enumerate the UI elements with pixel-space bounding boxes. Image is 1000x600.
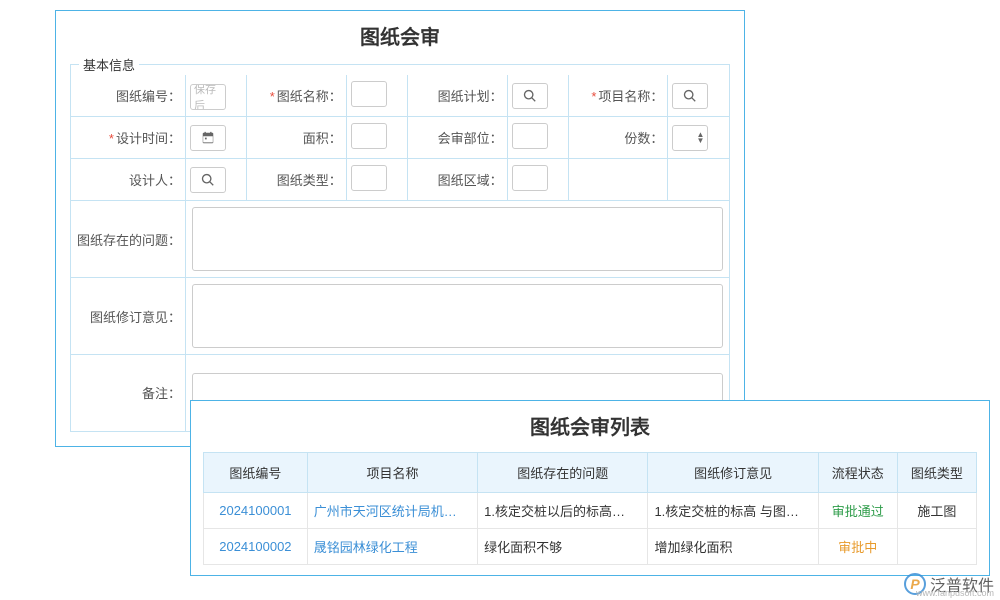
label-review-part: 会审部位： — [407, 117, 507, 159]
cell-project[interactable]: 晟铭园林绿化工程 — [307, 529, 477, 565]
textarea-problems[interactable] — [192, 207, 723, 271]
cell-code[interactable]: 2024100001 — [204, 493, 308, 529]
label-plan: 图纸计划： — [407, 75, 507, 117]
input-designer[interactable] — [190, 167, 226, 193]
cell-status: 审批通过 — [818, 493, 897, 529]
cell-problem: 1.核定交桩以后的标高… — [478, 493, 648, 529]
search-icon — [201, 173, 215, 187]
data-table: 图纸编号 项目名称 图纸存在的问题 图纸修订意见 流程状态 图纸类型 20241… — [203, 452, 977, 565]
input-review-part[interactable] — [512, 123, 548, 149]
cell-type — [897, 529, 976, 565]
col-project[interactable]: 项目名称 — [307, 453, 477, 493]
col-type[interactable]: 图纸类型 — [897, 453, 976, 493]
cell-project[interactable]: 广州市天河区统计局机… — [307, 493, 477, 529]
form-table: 图纸编号： 保存后 *图纸名称： 图纸计划： *项目名称： *设计时间： 面积：… — [71, 75, 729, 431]
col-code[interactable]: 图纸编号 — [204, 453, 308, 493]
cell-code[interactable]: 2024100002 — [204, 529, 308, 565]
label-code: 图纸编号： — [71, 75, 186, 117]
input-region[interactable] — [512, 165, 548, 191]
basic-info-section: 基本信息 图纸编号： 保存后 *图纸名称： 图纸计划： *项目名称： *设计时间… — [70, 64, 730, 432]
spinner-icon: ▲▼ — [696, 132, 707, 144]
input-area[interactable] — [351, 123, 387, 149]
brand-url: www.fanpusoft.com — [916, 588, 994, 598]
label-designer: 设计人： — [71, 159, 186, 201]
label-type: 图纸类型： — [247, 159, 347, 201]
input-design-date[interactable] — [190, 125, 226, 151]
drawing-review-list: 图纸会审列表 图纸编号 项目名称 图纸存在的问题 图纸修订意见 流程状态 图纸类… — [190, 400, 990, 576]
calendar-icon — [201, 131, 215, 145]
table-row[interactable]: 2024100002晟铭园林绿化工程绿化面积不够增加绿化面积审批中 — [204, 529, 977, 565]
search-icon — [523, 89, 537, 103]
label-area: 面积： — [247, 117, 347, 159]
cell-revision: 1.核定交桩的标高 与图… — [648, 493, 818, 529]
search-icon — [683, 89, 697, 103]
table-header-row: 图纸编号 项目名称 图纸存在的问题 图纸修订意见 流程状态 图纸类型 — [204, 453, 977, 493]
input-type[interactable] — [351, 165, 387, 191]
label-project: *项目名称： — [568, 75, 668, 117]
input-plan[interactable] — [512, 83, 548, 109]
col-problem[interactable]: 图纸存在的问题 — [478, 453, 648, 493]
cell-problem: 绿化面积不够 — [478, 529, 648, 565]
label-design-date: *设计时间： — [71, 117, 186, 159]
label-remark: 备注： — [71, 355, 186, 431]
label-name: *图纸名称： — [247, 75, 347, 117]
input-project[interactable] — [672, 83, 708, 109]
cell-type: 施工图 — [897, 493, 976, 529]
list-title: 图纸会审列表 — [191, 401, 989, 452]
col-revision[interactable]: 图纸修订意见 — [648, 453, 818, 493]
label-revision: 图纸修订意见： — [71, 278, 186, 355]
label-problems: 图纸存在的问题： — [71, 201, 186, 278]
cell-status: 审批中 — [818, 529, 897, 565]
cell-revision: 增加绿化面积 — [648, 529, 818, 565]
textarea-revision[interactable] — [192, 284, 723, 348]
input-name[interactable] — [351, 81, 387, 107]
input-code[interactable]: 保存后 — [190, 84, 226, 110]
label-region: 图纸区域： — [407, 159, 507, 201]
input-copies[interactable]: ▲▼ — [672, 125, 708, 151]
form-title: 图纸会审 — [56, 11, 744, 64]
label-copies: 份数： — [568, 117, 668, 159]
col-status[interactable]: 流程状态 — [818, 453, 897, 493]
watermark: P 泛普软件 www.fanpusoft.com — [904, 572, 994, 596]
table-row[interactable]: 2024100001广州市天河区统计局机…1.核定交桩以后的标高…1.核定交桩的… — [204, 493, 977, 529]
section-legend: 基本信息 — [79, 55, 139, 74]
drawing-review-form: 图纸会审 基本信息 图纸编号： 保存后 *图纸名称： 图纸计划： *项目名称： … — [55, 10, 745, 447]
